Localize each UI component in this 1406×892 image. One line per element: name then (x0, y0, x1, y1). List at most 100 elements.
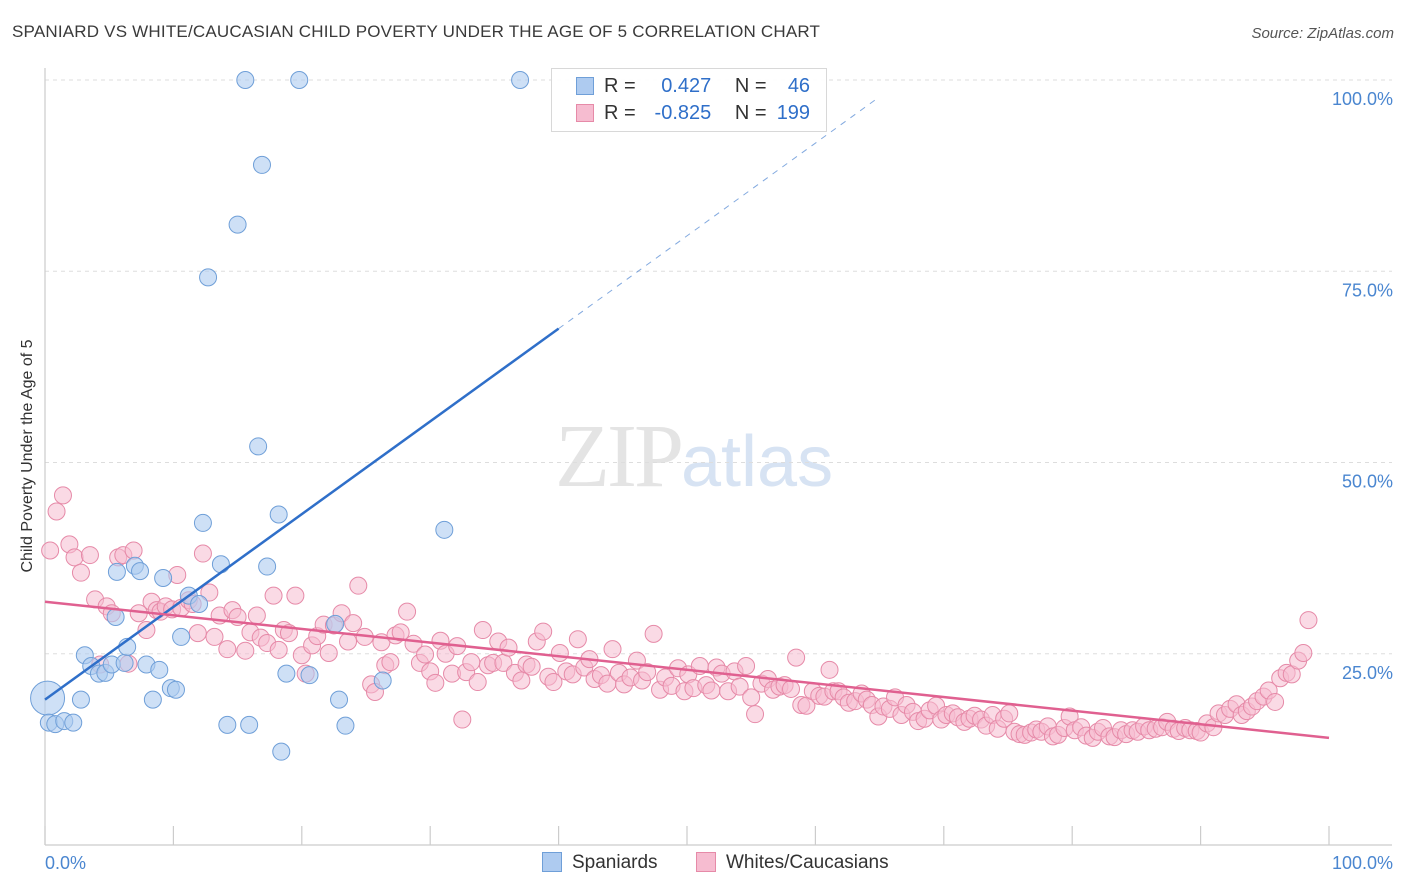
data-point-spaniards (249, 437, 268, 456)
data-point-whites (53, 486, 72, 505)
y-tick-label: 25.0% (1342, 663, 1393, 683)
data-point-whites (398, 602, 417, 621)
data-point-spaniards (107, 562, 126, 581)
data-point-whites (193, 544, 212, 563)
x-tick-label: 100.0% (1332, 853, 1393, 873)
data-point-spaniards (115, 653, 134, 672)
data-point-whites (80, 546, 99, 565)
bottom-legend-whites: Whites/Caucasians (696, 852, 889, 874)
data-point-spaniards (300, 666, 319, 685)
data-point-whites (499, 638, 518, 657)
data-point-whites (638, 663, 657, 682)
data-point-whites (188, 624, 207, 643)
watermark-zip: ZIP (555, 407, 684, 506)
data-point-whites (468, 673, 487, 692)
data-point-whites (512, 671, 531, 690)
data-point-spaniards (269, 505, 288, 524)
data-point-spaniards (511, 71, 530, 89)
legend-n-label: N = (734, 75, 767, 97)
data-point-whites (544, 673, 563, 692)
legend-r-label: R = (604, 102, 636, 124)
legend-n-value: 199 (776, 102, 811, 124)
data-point-spaniards (154, 569, 173, 588)
data-point-whites (1000, 704, 1019, 723)
legend-row-spaniards: R = 0.427 N = 46 (576, 75, 810, 99)
data-point-whites (124, 541, 143, 560)
data-point-spaniards (190, 595, 209, 614)
data-point-whites (269, 640, 288, 659)
data-point-whites (381, 653, 400, 672)
data-point-whites (820, 660, 839, 679)
data-point-whites (286, 586, 305, 605)
data-point-whites (205, 627, 224, 646)
data-point-whites (787, 648, 806, 667)
data-point-spaniards (172, 627, 191, 646)
trend-line-whites (44, 600, 1330, 740)
legend-r-label: R = (604, 75, 636, 97)
bottom-legend-swatch-spaniards (542, 852, 562, 872)
data-point-spaniards (166, 680, 185, 699)
y-tick-label: 75.0% (1342, 280, 1393, 300)
correlation-legend: R = 0.427 N = 46 R = -0.825 N = 199 (551, 68, 827, 132)
bottom-legend-swatch-whites (696, 852, 716, 872)
data-point-spaniards (131, 562, 150, 581)
data-point-whites (344, 614, 363, 633)
legend-n-label: N = (734, 102, 767, 124)
source-attribution: Source: ZipAtlas.com (1251, 25, 1394, 42)
legend-swatch-spaniards (576, 77, 594, 95)
trend-lines (44, 96, 1330, 740)
legend-r-value: -0.825 (654, 102, 712, 124)
data-point-spaniards (150, 660, 169, 679)
data-point-spaniards (252, 155, 271, 174)
data-point-spaniards (277, 664, 296, 683)
data-point-whites (453, 710, 472, 729)
data-point-spaniards (71, 690, 90, 709)
data-point-whites (730, 677, 749, 696)
legend-row-whites: R = -0.825 N = 199 (576, 102, 810, 126)
data-point-whites (218, 640, 237, 659)
gridlines (45, 79, 1392, 655)
y-tick-label: 50.0% (1342, 472, 1393, 492)
data-point-whites (391, 623, 410, 642)
data-point-whites (550, 643, 569, 662)
data-point-whites (236, 641, 255, 660)
data-point-spaniards (199, 268, 218, 287)
data-point-spaniards (435, 520, 454, 539)
data-point-whites (742, 688, 761, 707)
data-point-whites (534, 622, 553, 641)
data-point-whites (746, 705, 765, 724)
data-point-whites (644, 624, 663, 643)
trend-line-spaniards (44, 327, 560, 701)
bottom-legend-label-spaniards: Spaniards (572, 852, 658, 873)
data-point-spaniards (218, 715, 237, 734)
data-point-whites (737, 656, 756, 675)
data-point-whites (71, 563, 90, 582)
y-tick-label: 100.0% (1332, 89, 1393, 109)
data-point-spaniards (193, 513, 212, 532)
data-point-whites (264, 586, 283, 605)
data-point-whites (702, 681, 721, 700)
data-point-whites (462, 653, 481, 672)
data-point-spaniards (228, 215, 247, 234)
data-point-whites (137, 621, 156, 640)
data-point-whites (603, 640, 622, 659)
data-point-spaniards (330, 690, 349, 709)
data-point-whites (426, 673, 445, 692)
trend-line-spaniards-extension (558, 96, 880, 330)
chart-title: SPANIARD VS WHITE/CAUCASIAN CHILD POVERT… (12, 22, 821, 41)
data-point-whites (522, 657, 541, 676)
series-spaniards (30, 71, 530, 761)
data-point-spaniards (236, 71, 255, 89)
data-point-whites (65, 548, 84, 567)
data-point-spaniards (272, 742, 291, 761)
legend-n-value: 46 (787, 75, 811, 97)
data-point-whites (473, 621, 492, 640)
data-point-spaniards (258, 557, 277, 576)
data-point-whites (1294, 643, 1313, 662)
legend-swatch-whites (576, 104, 594, 122)
data-point-spaniards (290, 71, 309, 89)
series-whites-caucasians (41, 486, 1318, 747)
data-point-whites (41, 541, 60, 560)
data-point-whites (349, 576, 368, 595)
